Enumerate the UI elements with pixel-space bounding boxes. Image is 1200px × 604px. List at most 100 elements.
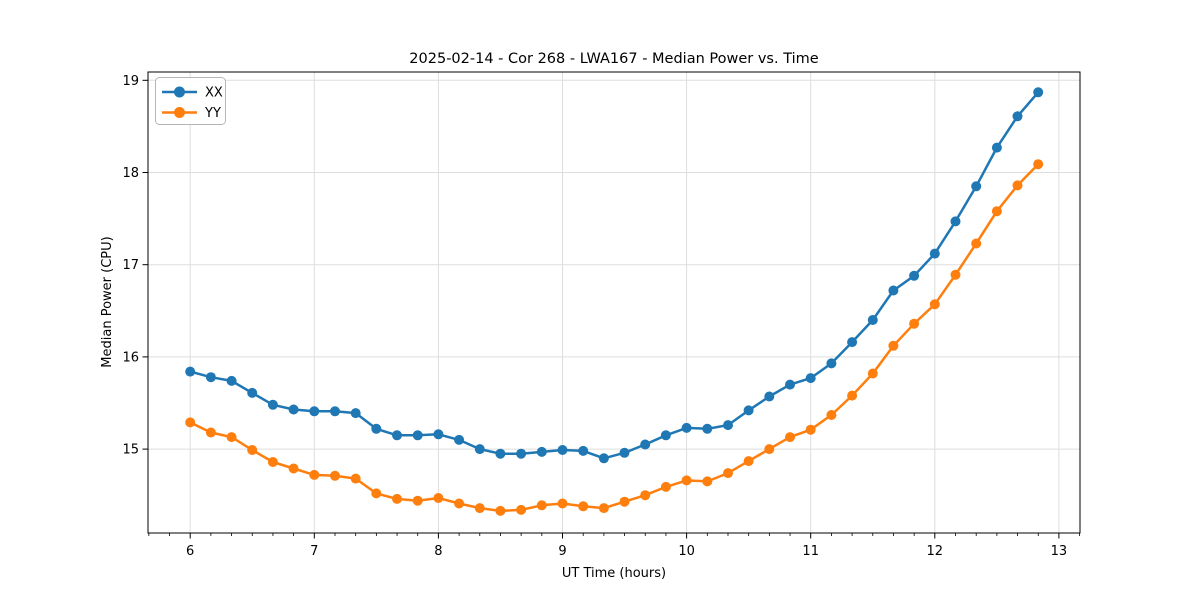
data-point-yy <box>536 500 547 511</box>
data-point-yy <box>950 269 961 280</box>
data-point-yy <box>267 457 278 467</box>
y-tick-label: 19 <box>122 74 139 89</box>
data-point-xx <box>247 387 258 398</box>
data-point-xx <box>371 423 382 434</box>
legend-entry-xx: XX <box>162 86 223 101</box>
data-point-xx <box>743 405 754 416</box>
series-layer <box>185 87 1044 516</box>
data-point-yy <box>1012 180 1023 191</box>
data-point-yy <box>412 495 423 506</box>
data-point-yy <box>205 427 216 438</box>
data-point-xx <box>516 448 527 459</box>
data-point-yy <box>723 468 733 479</box>
data-point-yy <box>392 493 402 504</box>
data-point-yy <box>805 424 816 435</box>
data-point-xx <box>929 248 940 259</box>
data-point-xx <box>288 404 299 415</box>
data-point-yy <box>516 504 527 515</box>
data-point-xx <box>454 434 465 445</box>
data-point-xx <box>474 444 485 455</box>
x-tick-label: 13 <box>1051 544 1068 559</box>
data-point-yy <box>785 432 795 443</box>
x-tick-label: 10 <box>678 544 695 559</box>
data-point-yy <box>578 501 589 512</box>
data-point-xx <box>971 181 982 192</box>
data-point-yy <box>971 238 982 249</box>
data-point-yy <box>309 469 320 480</box>
legend-marker-xx <box>174 86 185 98</box>
data-point-xx <box>205 372 216 383</box>
data-point-xx <box>826 358 837 369</box>
data-point-xx <box>1012 111 1023 122</box>
data-point-xx <box>867 315 878 325</box>
y-tick-label: 17 <box>122 258 139 273</box>
y-tick-label: 15 <box>122 443 139 458</box>
data-point-xx <box>847 337 858 348</box>
data-point-yy <box>598 503 609 514</box>
data-point-yy <box>888 340 899 351</box>
data-point-yy <box>702 476 713 487</box>
data-point-yy <box>557 498 568 509</box>
data-point-yy <box>247 445 258 455</box>
x-tick-label: 11 <box>802 544 819 559</box>
data-point-xx <box>412 430 423 441</box>
data-point-yy <box>1033 159 1044 170</box>
data-point-xx <box>330 406 340 417</box>
chart-title: 2025-02-14 - Cor 268 - LWA167 - Median P… <box>409 51 818 67</box>
data-point-xx <box>681 422 692 433</box>
plot-spines <box>147 71 1081 534</box>
data-point-yy <box>867 368 878 379</box>
data-point-xx <box>309 406 320 417</box>
data-point-yy <box>371 488 382 499</box>
data-point-xx <box>267 399 278 410</box>
data-point-xx <box>805 373 816 384</box>
x-tick-label: 9 <box>558 544 566 559</box>
data-point-yy <box>454 498 465 509</box>
data-point-xx <box>888 285 899 296</box>
data-point-xx <box>433 429 444 440</box>
tick-layer <box>142 79 1081 539</box>
data-point-xx <box>723 420 733 431</box>
data-point-xx <box>536 446 547 457</box>
data-point-yy <box>847 390 858 401</box>
data-point-yy <box>433 493 444 503</box>
data-point-xx <box>557 445 568 455</box>
data-point-xx <box>226 375 237 386</box>
data-point-yy <box>826 410 837 420</box>
data-point-xx <box>350 408 361 419</box>
data-point-xx <box>991 142 1002 153</box>
legend-label-yy: YY <box>204 106 221 121</box>
data-point-xx <box>660 430 671 441</box>
data-point-xx <box>785 379 795 390</box>
x-tick-label: 7 <box>310 544 318 559</box>
data-point-yy <box>764 444 775 455</box>
data-point-yy <box>660 481 671 492</box>
x-tick-label: 6 <box>186 544 194 559</box>
y-tick-label: 18 <box>122 166 139 181</box>
legend-entry-yy: YY <box>162 106 221 121</box>
data-point-yy <box>185 417 196 428</box>
grid-layer <box>148 72 1080 533</box>
y-axis-label: Median Power (CPU) <box>100 236 115 367</box>
data-point-xx <box>578 445 589 456</box>
data-point-yy <box>991 206 1002 217</box>
data-point-yy <box>495 505 506 516</box>
data-point-yy <box>743 456 754 467</box>
x-axis-label: UT Time (hours) <box>562 566 666 581</box>
data-point-xx <box>950 216 961 227</box>
data-point-yy <box>330 470 340 481</box>
data-point-yy <box>929 299 940 310</box>
legend: XX YY <box>155 77 226 125</box>
data-point-xx <box>764 391 775 402</box>
legend-label-xx: XX <box>205 86 223 101</box>
x-tick-label: 12 <box>927 544 944 559</box>
legend-marker-yy <box>174 107 185 118</box>
y-tick-label: 16 <box>122 350 139 365</box>
data-point-xx <box>598 453 609 464</box>
data-point-xx <box>185 366 196 377</box>
data-point-yy <box>619 496 630 507</box>
data-point-xx <box>640 439 651 450</box>
data-point-yy <box>909 318 920 329</box>
